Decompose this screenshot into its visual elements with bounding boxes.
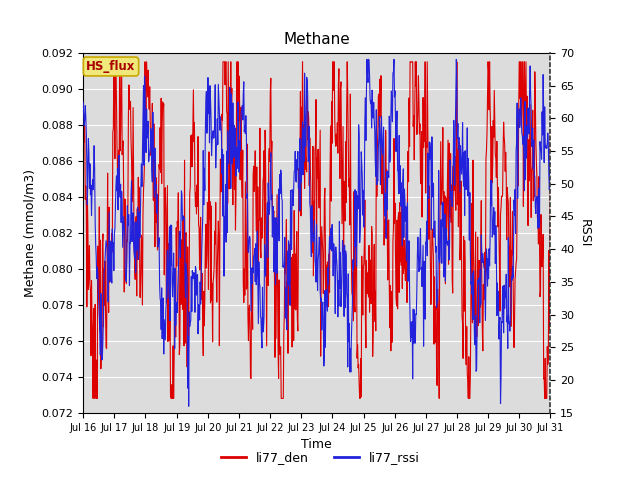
li77_rssi: [413, 287, 420, 293]
Line: li77_rssi: li77_rssi: [83, 60, 550, 406]
li77_rssi: [280, 263, 287, 269]
li77_den: [131, 258, 138, 264]
Y-axis label: RSSI: RSSI: [578, 218, 591, 247]
li77_rssi: [185, 403, 193, 409]
li77_den: [202, 243, 209, 249]
Title: Methane: Methane: [284, 33, 350, 48]
li77_rssi: [547, 135, 554, 141]
li77_den: [547, 127, 554, 132]
li77_den: [413, 59, 420, 65]
Line: li77_den: li77_den: [83, 62, 550, 398]
li77_rssi: [202, 130, 209, 135]
li77_den: [280, 396, 287, 401]
li77_rssi: [363, 57, 371, 62]
X-axis label: Time: Time: [301, 438, 332, 451]
Y-axis label: Methane (mmol/m3): Methane (mmol/m3): [23, 169, 36, 297]
li77_den: [79, 59, 87, 65]
li77_rssi: [484, 283, 492, 289]
li77_rssi: [432, 243, 440, 249]
li77_den: [432, 308, 440, 314]
Legend: li77_den, li77_rssi: li77_den, li77_rssi: [216, 446, 424, 469]
li77_den: [483, 131, 491, 136]
li77_rssi: [79, 99, 87, 105]
li77_den: [89, 396, 97, 401]
li77_rssi: [131, 249, 138, 255]
Text: HS_flux: HS_flux: [86, 60, 136, 73]
